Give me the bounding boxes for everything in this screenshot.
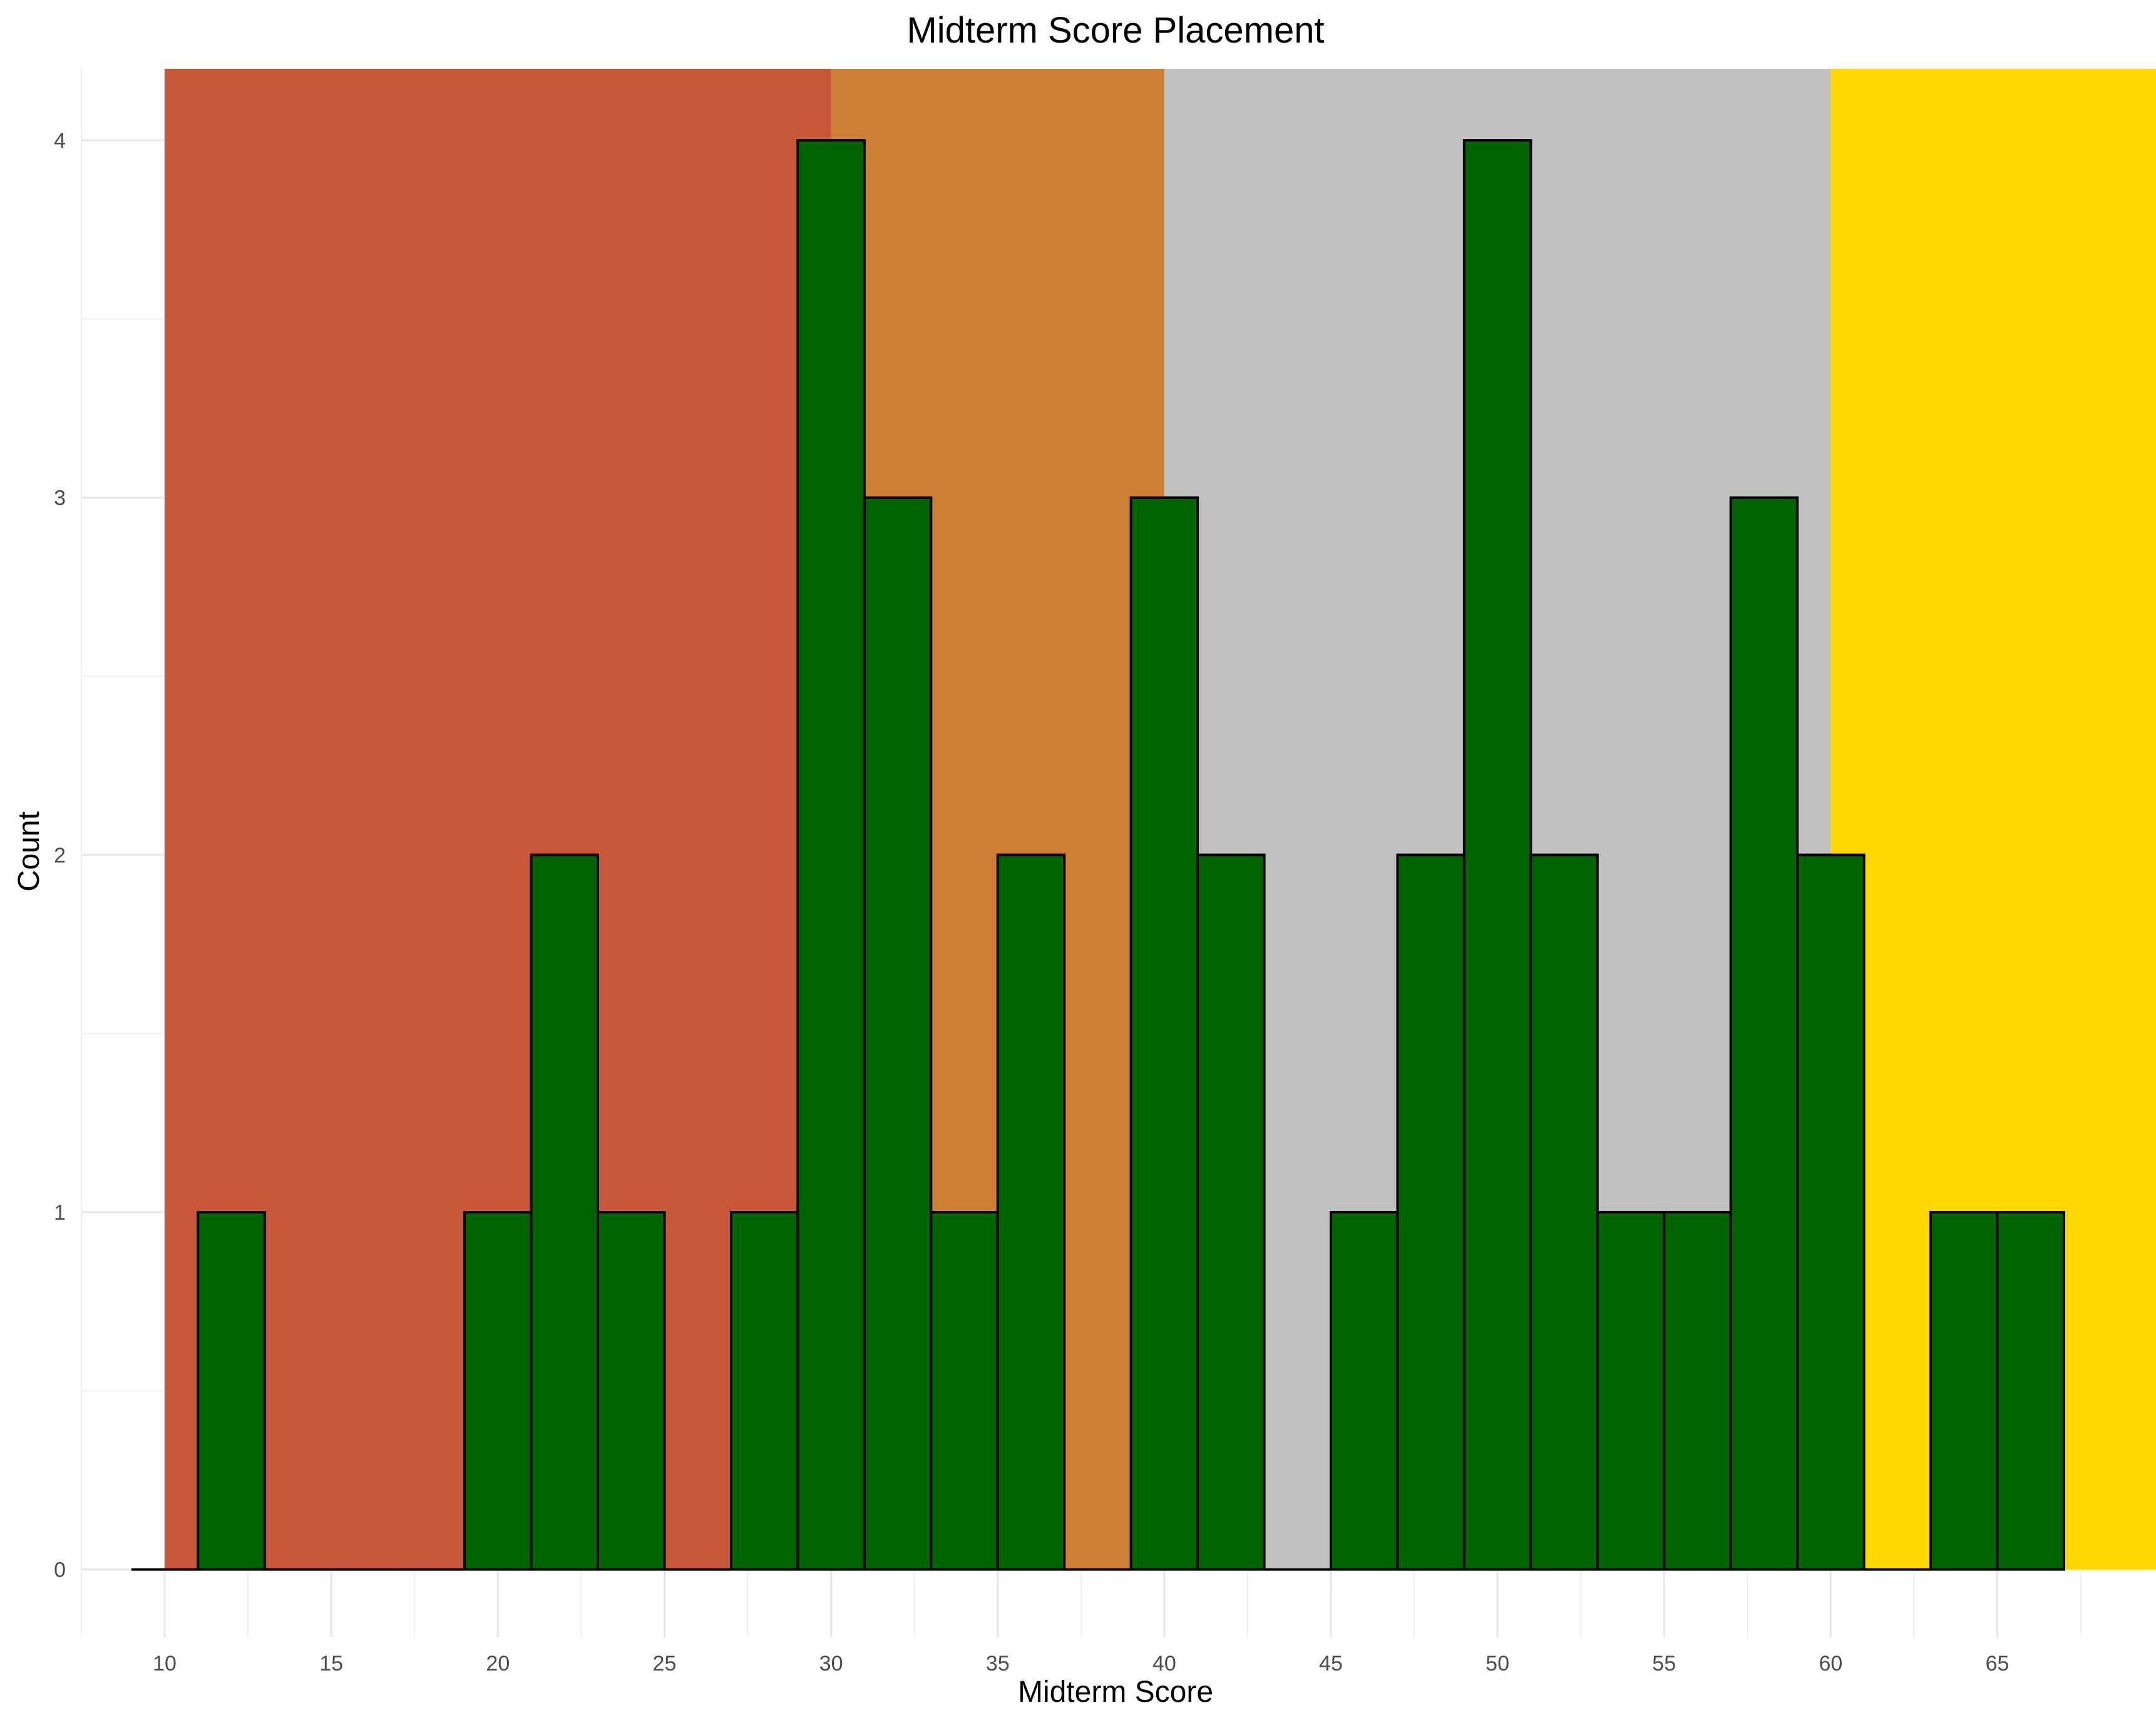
y-axis-title: Count [13, 811, 46, 892]
x-tick-label: 30 [819, 1652, 843, 1676]
x-tick-label: 55 [1652, 1652, 1676, 1676]
x-tick-label: 65 [1986, 1652, 2010, 1676]
histogram-bars [131, 139, 2065, 1571]
x-tick-label: 15 [319, 1652, 343, 1676]
y-tick-label: 4 [54, 129, 66, 153]
histogram-bar [1129, 496, 1199, 1571]
histogram-bar [1596, 1210, 1666, 1571]
histogram-bar [1329, 1210, 1399, 1571]
y-tick-label: 3 [54, 487, 66, 510]
histogram-bar [930, 1210, 999, 1571]
histogram-bar [729, 1210, 799, 1571]
histogram-bar [1196, 853, 1266, 1571]
histogram-bar [996, 853, 1066, 1571]
histogram-bar [1396, 853, 1466, 1571]
histogram-bar [1929, 1210, 1999, 1571]
histogram-bar [1663, 1210, 1732, 1571]
x-axis-title: Midterm Score [1018, 1676, 1213, 1709]
histogram-bar [463, 1210, 533, 1571]
histogram-bar [1529, 853, 1599, 1571]
histogram-bar [863, 496, 933, 1571]
x-tick-label: 45 [1319, 1652, 1343, 1676]
x-tick-label: 60 [1819, 1652, 1842, 1676]
x-tick-label: 25 [653, 1652, 677, 1676]
y-tick-label: 2 [54, 843, 66, 867]
histogram-bar [1996, 1210, 2065, 1571]
histogram-bar [1796, 853, 1866, 1571]
x-tick-label: 10 [153, 1652, 177, 1676]
histogram-bar [1462, 139, 1532, 1571]
histogram-bar [530, 853, 600, 1571]
x-tick-label: 40 [1152, 1652, 1176, 1676]
y-tick-label: 1 [54, 1201, 66, 1225]
histogram-bar [197, 1210, 266, 1571]
x-tick-label: 35 [986, 1652, 1010, 1676]
chart-title: Midterm Score Placement [906, 10, 1324, 51]
x-tick-label: 50 [1486, 1652, 1509, 1676]
tick-labels: 10 15 20 25 30 35 40 45 50 55 60 65 0 1 2 3 4 [54, 129, 2009, 1676]
x-tick-label: 20 [486, 1652, 510, 1676]
y-tick-label: 0 [54, 1558, 66, 1582]
histogram-bar [597, 1210, 666, 1571]
histogram-bar [796, 139, 866, 1571]
histogram-bar [1729, 496, 1799, 1571]
